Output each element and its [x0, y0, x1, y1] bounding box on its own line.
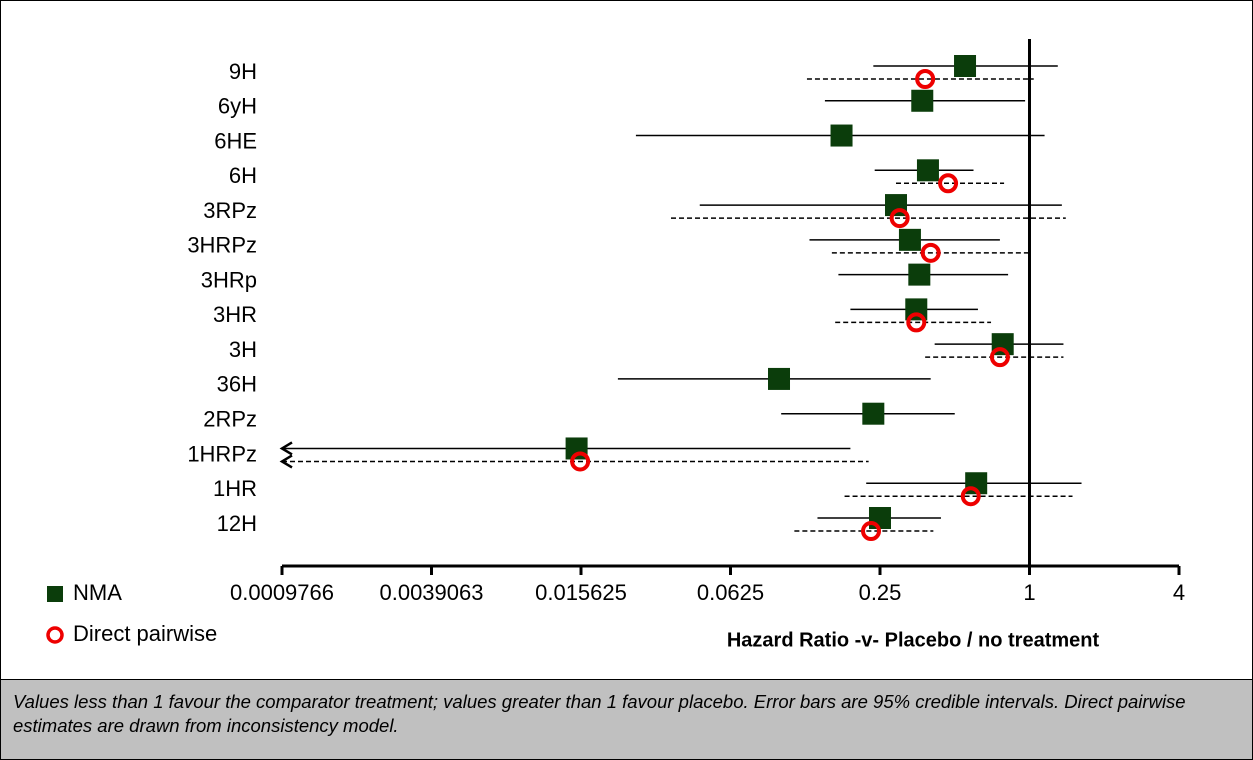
point-marker — [989, 347, 1010, 368]
point-marker — [920, 242, 941, 263]
legend-label: NMA — [73, 580, 122, 605]
legend-marker — [47, 586, 63, 602]
point-marker — [960, 486, 981, 507]
category-label: 6H — [229, 163, 257, 188]
category-label: 3HR — [213, 302, 257, 327]
footnote: Values less than 1 favour the comparator… — [1, 679, 1252, 759]
chart: Hazard Ratio -v- Placebo / no treatment … — [46, 39, 1185, 651]
point-marker — [830, 124, 853, 147]
point-marker — [911, 89, 934, 112]
x-tick-label: 0.0009766 — [230, 580, 334, 605]
point-marker — [570, 451, 591, 472]
truncation-arrow — [279, 441, 293, 456]
category-label: 6HE — [214, 128, 257, 153]
category-label: 6yH — [218, 94, 257, 119]
x-tick-label: 1 — [1023, 580, 1035, 605]
point-marker — [916, 159, 939, 182]
x-tick-label: 0.0039063 — [379, 580, 483, 605]
x-tick-label: 0.015625 — [535, 580, 627, 605]
category-label: 3RPz — [203, 198, 257, 223]
point-marker — [861, 521, 882, 542]
point-marker — [768, 367, 791, 390]
category-label: 2RPz — [203, 407, 257, 432]
legend-label: Direct pairwise — [73, 621, 217, 646]
x-axis-title: Hazard Ratio -v- Placebo / no treatment — [727, 629, 1100, 651]
point-marker — [938, 173, 959, 194]
category-label: 3H — [229, 337, 257, 362]
point-marker — [862, 402, 885, 425]
category-label: 12H — [217, 511, 257, 536]
x-tick-label: 0.0625 — [697, 580, 764, 605]
point-marker — [889, 208, 910, 229]
point-marker — [908, 263, 931, 286]
category-label: 1HRPz — [187, 441, 257, 466]
category-label: 9H — [229, 59, 257, 84]
x-tick-label: 0.25 — [859, 580, 902, 605]
category-label: 36H — [217, 372, 257, 397]
category-label: 3HRPz — [187, 233, 257, 258]
truncation-arrow — [279, 454, 293, 469]
point-marker — [868, 507, 891, 530]
point-marker — [898, 228, 921, 251]
point-marker — [906, 312, 927, 333]
category-label: 3HRp — [201, 267, 257, 292]
point-marker — [954, 55, 977, 77]
x-tick-label: 4 — [1173, 580, 1185, 605]
legend-marker — [46, 626, 64, 644]
point-marker — [915, 69, 936, 89]
category-label: 1HR — [213, 476, 257, 501]
